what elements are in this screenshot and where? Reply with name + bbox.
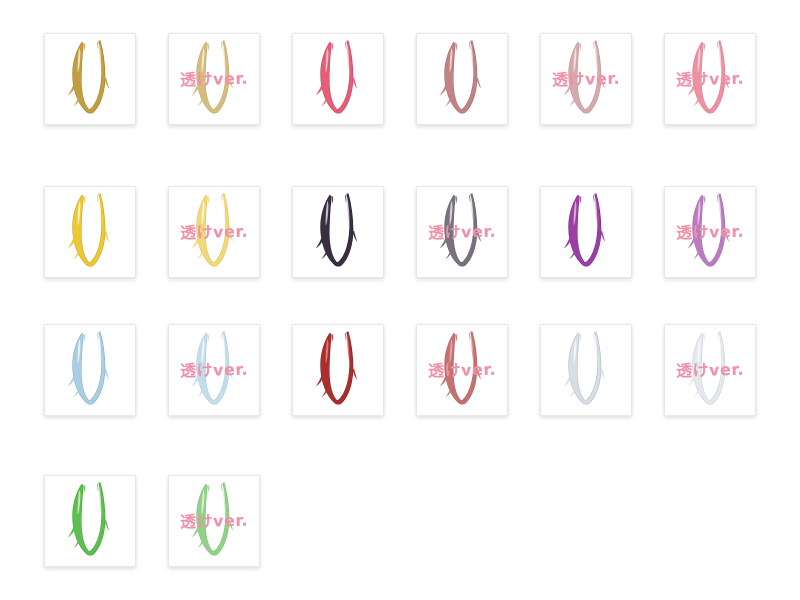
hair-strand-image xyxy=(169,327,259,414)
hair-strand-image xyxy=(293,36,383,123)
hair-strand-image xyxy=(169,478,259,565)
thumbnail-yellow-gold-sheer[interactable]: 透けver. xyxy=(168,186,260,278)
thumbnail-purple-sheer[interactable]: 透けver. xyxy=(664,186,756,278)
hair-strand-image xyxy=(665,327,755,414)
thumbnail-crimson-sheer[interactable]: 透けver. xyxy=(416,324,508,416)
thumbnail-light-blue-sheer[interactable]: 透けver. xyxy=(168,324,260,416)
thumbnail-light-blue[interactable] xyxy=(44,324,136,416)
thumbnail-coral-pink[interactable] xyxy=(292,33,384,125)
hair-strand-image xyxy=(169,189,259,276)
gallery-row: 透けver. 透けver. 透けver. xyxy=(0,33,800,125)
thumbnail-dark-plum-sheer[interactable]: 透けver. xyxy=(416,186,508,278)
thumbnail-purple[interactable] xyxy=(540,186,632,278)
hair-strand-image xyxy=(169,36,259,123)
thumbnail-green-sheer[interactable]: 透けver. xyxy=(168,475,260,567)
hair-strand-image xyxy=(541,189,631,276)
gallery-row: 透けver. xyxy=(0,475,800,567)
hair-strand-image xyxy=(417,189,507,276)
hair-strand-image xyxy=(665,36,755,123)
hair-strand-image xyxy=(541,36,631,123)
hair-strand-image xyxy=(45,189,135,276)
hair-strand-image xyxy=(417,36,507,123)
thumbnail-silver-white[interactable] xyxy=(540,324,632,416)
thumbnail-coral-pink-sheer[interactable]: 透けver. xyxy=(664,33,756,125)
thumbnail-gold[interactable] xyxy=(44,33,136,125)
thumbnail-silver-white-sheer[interactable]: 透けver. xyxy=(664,324,756,416)
hair-strand-image xyxy=(45,478,135,565)
gallery-row: 透けver. 透けver. 透けver. xyxy=(0,324,800,416)
thumbnail-green[interactable] xyxy=(44,475,136,567)
thumbnail-yellow-gold[interactable] xyxy=(44,186,136,278)
hair-strand-image xyxy=(293,327,383,414)
hair-strand-image xyxy=(45,327,135,414)
thumbnail-rose-brown-sheer[interactable]: 透けver. xyxy=(540,33,632,125)
hair-strand-image xyxy=(293,189,383,276)
hair-strand-image xyxy=(665,189,755,276)
thumbnail-gold-sheer[interactable]: 透けver. xyxy=(168,33,260,125)
thumbnail-dark-plum[interactable] xyxy=(292,186,384,278)
thumbnail-rose-brown[interactable] xyxy=(416,33,508,125)
hair-strand-image xyxy=(45,36,135,123)
gallery-row: 透けver. 透けver. 透けver. xyxy=(0,186,800,278)
thumbnail-crimson[interactable] xyxy=(292,324,384,416)
hair-strand-image xyxy=(541,327,631,414)
hair-strand-image xyxy=(417,327,507,414)
